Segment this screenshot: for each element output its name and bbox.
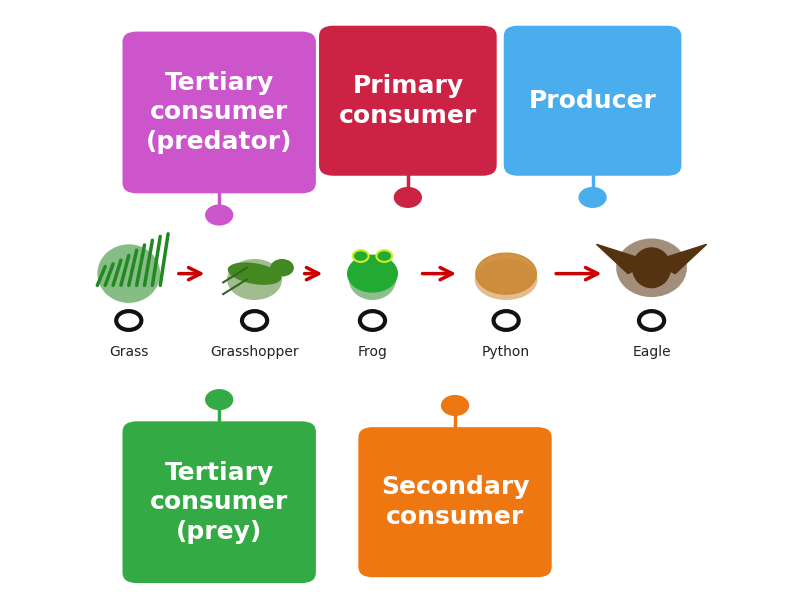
FancyBboxPatch shape <box>319 26 497 176</box>
Polygon shape <box>651 244 706 274</box>
Ellipse shape <box>349 259 396 300</box>
Ellipse shape <box>347 254 398 293</box>
Ellipse shape <box>227 259 282 300</box>
Circle shape <box>205 205 234 226</box>
Text: Grass: Grass <box>109 344 149 359</box>
Circle shape <box>494 311 518 330</box>
Circle shape <box>360 311 385 330</box>
Circle shape <box>441 395 469 416</box>
Ellipse shape <box>474 259 538 300</box>
Text: Python: Python <box>482 344 530 359</box>
Polygon shape <box>476 253 536 294</box>
Circle shape <box>242 311 267 330</box>
Text: Frog: Frog <box>358 344 387 359</box>
Polygon shape <box>597 244 651 274</box>
Text: Tertiary
consumer
(prey): Tertiary consumer (prey) <box>150 461 288 544</box>
Ellipse shape <box>632 247 671 288</box>
Circle shape <box>116 311 142 330</box>
Ellipse shape <box>616 238 687 297</box>
FancyBboxPatch shape <box>358 427 552 577</box>
Text: Tertiary
consumer
(predator): Tertiary consumer (predator) <box>146 71 293 154</box>
Circle shape <box>270 259 294 277</box>
Text: Grasshopper: Grasshopper <box>210 344 299 359</box>
FancyBboxPatch shape <box>122 32 316 193</box>
Circle shape <box>353 250 369 262</box>
Circle shape <box>205 389 234 410</box>
Ellipse shape <box>98 244 160 303</box>
Ellipse shape <box>228 262 282 285</box>
Text: Secondary
consumer: Secondary consumer <box>381 475 530 529</box>
Text: Producer: Producer <box>529 89 657 113</box>
FancyBboxPatch shape <box>122 421 316 583</box>
Circle shape <box>377 250 392 262</box>
Text: Primary
consumer: Primary consumer <box>338 74 477 128</box>
Circle shape <box>578 187 606 208</box>
Circle shape <box>639 311 664 330</box>
Text: Eagle: Eagle <box>632 344 671 359</box>
Circle shape <box>394 187 422 208</box>
FancyBboxPatch shape <box>504 26 682 176</box>
